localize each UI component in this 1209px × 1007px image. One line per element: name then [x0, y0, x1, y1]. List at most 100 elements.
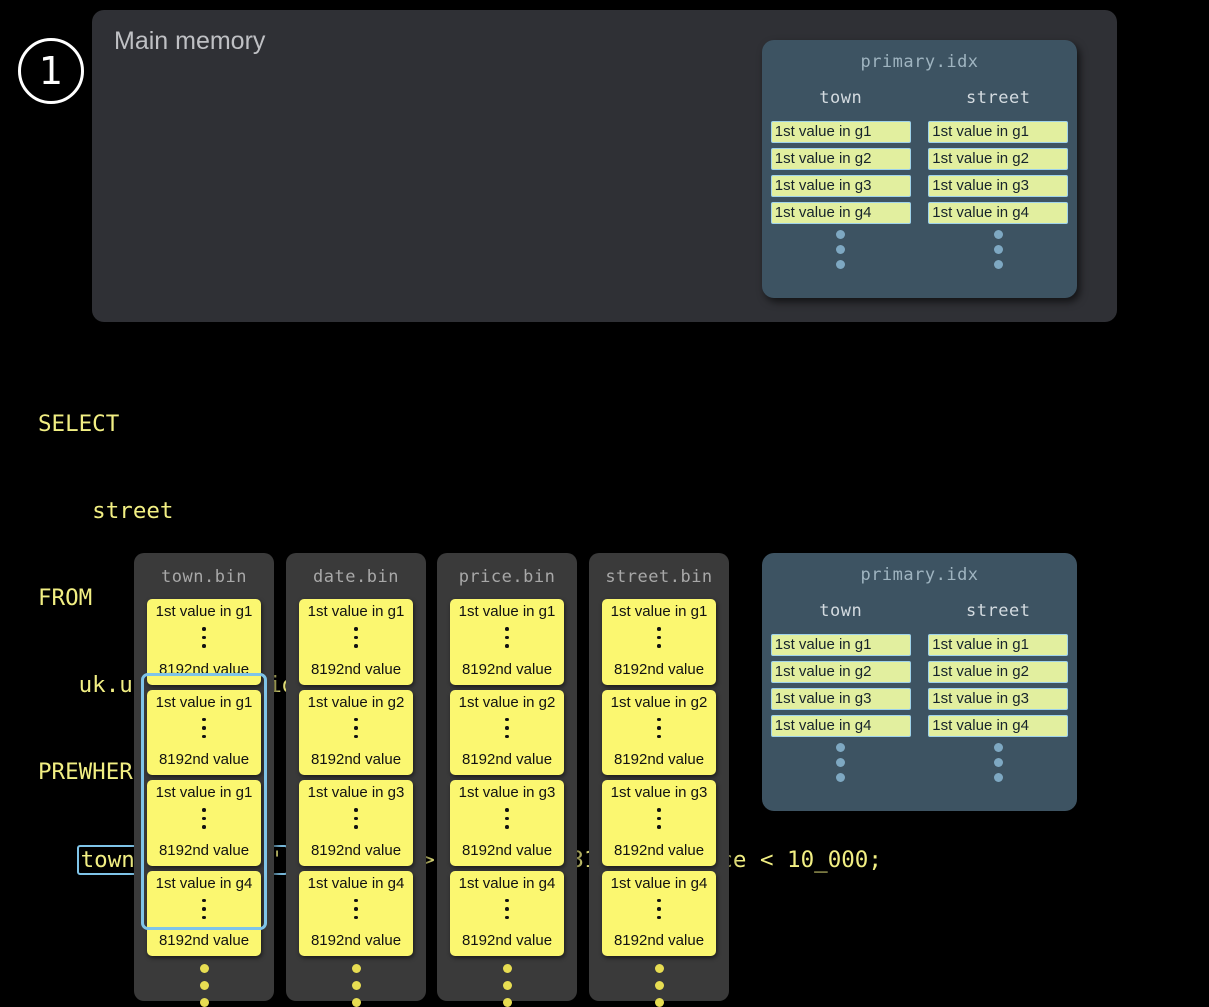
- granule-ellipsis: [607, 621, 711, 661]
- ellipsis-dot: [505, 898, 509, 902]
- ellipsis-dot: [202, 907, 206, 911]
- ellipsis-dot: [202, 726, 206, 730]
- ellipsis-dot: [202, 627, 206, 631]
- ellipsis-dot: [202, 816, 206, 820]
- granule-block: 1st value in g1 8192nd value: [450, 599, 564, 685]
- ellipsis-dot: [657, 816, 661, 820]
- granule-ellipsis: [304, 893, 408, 933]
- ellipsis-dot: [502, 981, 512, 990]
- ellipsis-dot: [836, 245, 846, 254]
- index-column-town: town 1st value in g1 1st value in g2 1st va…: [770, 88, 911, 269]
- granule-first-value: 1st value in g3: [307, 784, 405, 801]
- ellipsis-dot: [657, 627, 661, 631]
- granule-first-value: 1st value in g4: [155, 874, 253, 892]
- granule-block: 1st value in g4 8192nd value: [450, 870, 564, 956]
- ellipsis-dot: [505, 808, 509, 812]
- ellipsis-dot: [202, 717, 206, 721]
- ellipsis-dot: [505, 734, 509, 738]
- ellipsis-dot: [836, 260, 846, 269]
- ellipsis-dot: [202, 644, 206, 648]
- ellipsis-dot: [351, 981, 361, 990]
- granule-block: 1st value in g3 8192nd value: [602, 780, 716, 866]
- granule-block: 1st value in g1 8192nd value: [147, 780, 261, 866]
- ellipsis-dot: [993, 260, 1003, 269]
- main-memory-title: Main memory: [114, 27, 266, 55]
- granule-block: 1st value in g1 8192nd value: [147, 689, 261, 775]
- granule-last-value: 8192nd value: [613, 841, 705, 859]
- granule-first-value: 1st value in g2: [458, 693, 556, 711]
- granule-last-value: 8192nd value: [461, 932, 553, 949]
- granule-ellipsis: [304, 621, 408, 661]
- granule-last-value: 8192nd value: [461, 841, 553, 859]
- index-mark-chip: 1st value in g3: [770, 175, 911, 197]
- primary-index-title: primary.idx: [860, 52, 979, 72]
- primary-index-title: primary.idx: [860, 565, 979, 585]
- granule-last-value: 8192nd value: [613, 751, 705, 768]
- index-mark-chip: 1st value in g4: [770, 715, 911, 737]
- ellipsis-dot: [505, 726, 509, 730]
- granule-block: 1st value in g1 8192nd value: [602, 599, 716, 685]
- ellipsis-dot: [199, 964, 209, 973]
- granule-last-value: 8192nd value: [310, 751, 402, 768]
- index-mark-chip: 1st value in g2: [928, 661, 1069, 683]
- granule-ellipsis: [455, 802, 559, 842]
- column-file-name: town.bin: [161, 567, 247, 587]
- granule-last-value: 8192nd value: [461, 751, 553, 768]
- index-column-header: street: [966, 601, 1031, 621]
- column-file-name: date.bin: [313, 567, 399, 587]
- ellipsis-dot: [202, 635, 206, 639]
- ellipsis-dot: [993, 773, 1003, 782]
- ellipsis-dot: [354, 734, 358, 738]
- ellipsis-dot: [354, 726, 358, 730]
- granule-block: 1st value in g1 8192nd value: [299, 599, 413, 685]
- index-mark-chip: 1st value in g4: [770, 202, 911, 224]
- index-mark-chip: 1st value in g1: [928, 634, 1069, 656]
- granule-list: 1st value in g1 8192nd value 1st value in …: [147, 599, 261, 1007]
- granule-last-value: 8192nd value: [613, 660, 705, 678]
- granule-first-value: 1st value in g4: [307, 874, 405, 892]
- primary-index-columns: town 1st value in g1 1st value in g2 1st va…: [762, 601, 1077, 782]
- ellipsis-dot: [993, 758, 1003, 767]
- ellipsis-dot: [657, 635, 661, 639]
- granule-ellipsis: [607, 893, 711, 933]
- granule-ellipsis: [607, 712, 711, 752]
- granule-list: 1st value in g1 8192nd value 1st value in …: [299, 599, 413, 1007]
- index-column-header: town: [819, 601, 863, 621]
- index-mark-chip: 1st value in g4: [928, 715, 1069, 737]
- ellipsis-dot: [657, 907, 661, 911]
- column-ellipsis: [602, 964, 716, 1007]
- ellipsis-dot: [354, 816, 358, 820]
- granule-last-value: 8192nd value: [158, 841, 250, 859]
- ellipsis-dot: [505, 717, 509, 721]
- column-panel-street: street.bin 1st value in g1 8192nd value 1st…: [589, 553, 729, 1007]
- step-number-label: 1: [38, 49, 64, 93]
- granule-block: 1st value in g1 8192nd value: [147, 599, 261, 685]
- column-ellipsis: [450, 964, 564, 1007]
- index-mark-chip: 1st value in g1: [770, 634, 911, 656]
- index-column-header: street: [966, 88, 1031, 108]
- column-panel-town: town.bin 1st value in g1 8192nd value 1st v…: [134, 553, 274, 1007]
- granule-first-value: 1st value in g1: [307, 603, 405, 620]
- ellipsis-dot: [993, 245, 1003, 254]
- index-ellipsis: [928, 743, 1068, 782]
- granule-ellipsis: [304, 712, 408, 752]
- granule-first-value: 1st value in g1: [155, 784, 253, 801]
- granule-first-value: 1st value in g1: [155, 603, 253, 620]
- ellipsis-dot: [654, 964, 664, 973]
- index-ellipsis: [771, 230, 911, 269]
- index-column-town: town 1st value in g1 1st value in g2 1st va…: [770, 601, 911, 782]
- ellipsis-dot: [657, 734, 661, 738]
- ellipsis-dot: [502, 964, 512, 973]
- index-column-street: street 1st value in g1 1st value in g2 1st …: [928, 601, 1069, 782]
- ellipsis-dot: [354, 825, 358, 829]
- step-number-badge: 1: [18, 38, 84, 104]
- ellipsis-dot: [505, 627, 509, 631]
- column-file-name: street.bin: [605, 567, 713, 587]
- index-ellipsis: [928, 230, 1068, 269]
- ellipsis-dot: [657, 915, 661, 919]
- granule-ellipsis: [152, 712, 256, 752]
- granule-ellipsis: [455, 893, 559, 933]
- ellipsis-dot: [836, 758, 846, 767]
- ellipsis-dot: [993, 743, 1003, 752]
- granule-block: 1st value in g2 8192nd value: [602, 689, 716, 775]
